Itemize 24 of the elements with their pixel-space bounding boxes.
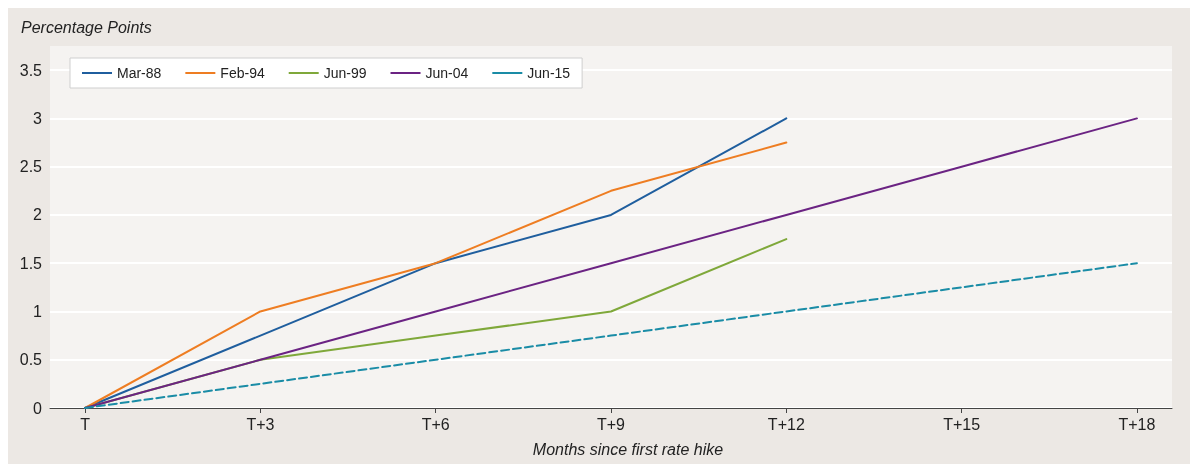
x-tick-label: T+18 [1118,415,1156,433]
y-tick-label: 3 [33,109,43,127]
legend-label: Feb-94 [220,65,265,81]
legend-label: Jun-04 [425,65,469,81]
y-tick-label: 1 [33,302,43,320]
x-tick-label: T+6 [421,415,450,433]
y-tick-label: 0.5 [19,351,43,369]
line-series [84,117,1138,409]
y-tick-label: 1.5 [19,254,43,272]
y-axis-title: Percentage Points [21,18,152,36]
y-tick-label: 3.5 [19,61,43,79]
x-tick-label: T+15 [943,415,981,433]
y-tick-label: 0 [33,399,43,417]
y-tick-label: 2 [33,206,43,224]
x-tick-label: T+12 [767,415,805,433]
x-tick-label: T+3 [246,415,275,433]
legend-label: Jun-15 [527,65,571,81]
x-tick-label: T [80,415,91,433]
x-tick-label: T+9 [596,415,626,433]
y-tick-label: 2.5 [19,158,43,176]
legend-label: Jun-99 [323,65,367,81]
line-series [84,262,1138,409]
x-axis-title: Months since first rate hike [532,440,724,458]
legend-label: Mar-88 [117,65,162,81]
